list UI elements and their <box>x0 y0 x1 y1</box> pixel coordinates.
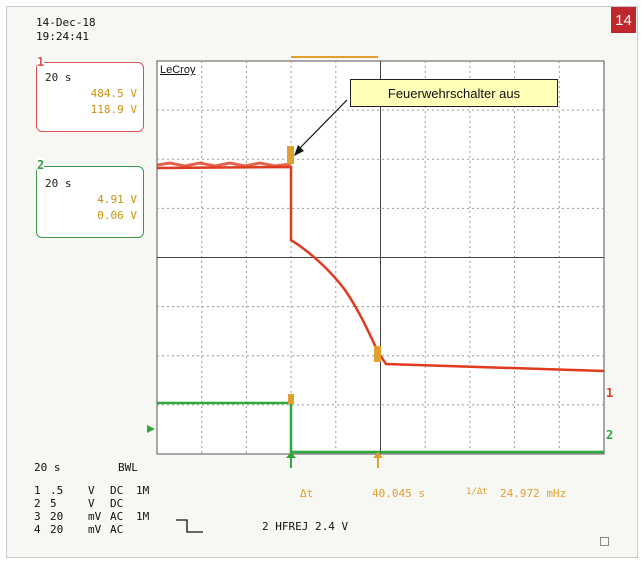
figure-number-badge: 14 <box>611 7 636 33</box>
channel-setting-unit: mV <box>88 523 102 536</box>
channel-1-value-1: 484.5 V <box>90 87 137 100</box>
channel-setting-unit: V <box>88 484 95 497</box>
callout-arrowhead <box>294 145 304 156</box>
channel-setting-number: 3 <box>34 510 41 523</box>
channel-setting-number: 1 <box>34 484 41 497</box>
frequency-label: 1/Δt <box>466 487 488 497</box>
channel-setting-coupling: AC <box>110 510 124 523</box>
channel-setting-volts: .5 <box>50 484 64 497</box>
channel-1-timebase: 20 s <box>45 71 72 84</box>
channel-setting-unit: V <box>88 497 95 510</box>
channel-setting-coupling: AC <box>110 523 124 536</box>
callout-arrow <box>297 99 348 151</box>
channel-setting-number: 2 <box>34 497 41 510</box>
footer-bwl: BWL <box>118 461 138 474</box>
trigger-setting: 2 HFREJ 2.4 V <box>262 520 349 533</box>
channel-2-number: 2 <box>37 158 45 172</box>
frequency-value: 24.972 mHz <box>500 487 567 500</box>
channel-setting-coupling: DC <box>110 484 124 497</box>
trace-1-label: 1 <box>606 386 614 400</box>
time-cursor-markers <box>286 452 383 468</box>
channel-1-trace <box>156 165 605 373</box>
channel-setting-impedance: 1M <box>136 484 150 497</box>
channel-setting-volts: 5 <box>50 497 57 510</box>
annotation-callout: Feuerwehrschalter aus <box>350 79 558 107</box>
footer-timebase: 20 s <box>34 461 61 474</box>
channel-2-value-2: 0.06 V <box>97 209 137 222</box>
channel-setting-volts: 20 <box>50 510 64 523</box>
cursor-marker-a <box>287 146 294 164</box>
trigger-slope-icon <box>176 519 203 533</box>
channel-2-value-1: 4.91 V <box>97 193 137 206</box>
channel-setting-unit: mV <box>88 510 102 523</box>
time-label: 19:24:41 <box>36 30 89 43</box>
trigger-level-marker <box>147 425 155 433</box>
channel-setting-coupling: DC <box>110 497 124 510</box>
delta-t-label: Δt <box>300 487 314 500</box>
channel-setting-volts: 20 <box>50 523 64 536</box>
date-label: 14-Dec-18 <box>36 16 96 29</box>
channel-1-noise <box>156 161 292 168</box>
channel-2-readout: 20 s 4.91 V 0.06 V <box>36 166 144 238</box>
channel-1-value-2: 118.9 V <box>90 103 137 116</box>
channel-2-trace <box>157 401 604 454</box>
status-indicator <box>600 537 609 546</box>
cursor-marker-c <box>288 394 294 404</box>
cursor-marker-b <box>374 346 381 362</box>
trace-2-label: 2 <box>606 428 614 442</box>
channel-1-number: 1 <box>37 55 45 69</box>
brand-logo: LeCroy <box>160 64 196 76</box>
channel-setting-number: 4 <box>34 523 41 536</box>
delta-t-value: 40.045 s <box>372 487 425 500</box>
grid-lines <box>157 61 604 454</box>
channel-setting-impedance: 1M <box>136 510 150 523</box>
channel-1-readout: 20 s 484.5 V 118.9 V <box>36 62 144 132</box>
channel-2-timebase: 20 s <box>45 177 72 190</box>
